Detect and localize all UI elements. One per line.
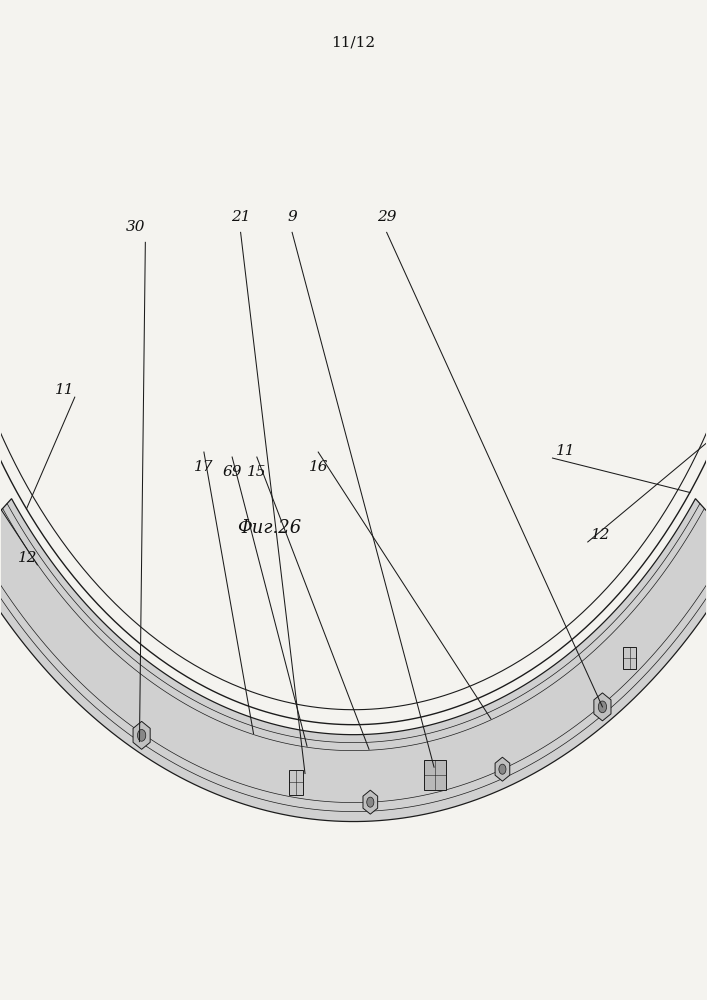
Circle shape — [137, 729, 146, 741]
Text: 9: 9 — [287, 210, 297, 224]
Bar — [623, 647, 636, 669]
Circle shape — [598, 701, 607, 713]
Text: 29: 29 — [377, 210, 397, 224]
Circle shape — [367, 797, 374, 807]
Text: 11: 11 — [55, 383, 75, 397]
Text: 16: 16 — [308, 460, 328, 474]
Text: 15: 15 — [247, 465, 267, 479]
Text: 69: 69 — [223, 465, 242, 479]
Text: 12: 12 — [18, 551, 37, 565]
Polygon shape — [0, 316, 707, 800]
Polygon shape — [0, 499, 707, 822]
Circle shape — [499, 764, 506, 774]
Text: Φиг.26: Φиг.26 — [237, 519, 301, 537]
Text: 12: 12 — [591, 528, 611, 542]
Bar — [289, 770, 303, 795]
Text: 11: 11 — [556, 444, 575, 458]
Bar — [423, 760, 446, 790]
Text: 11/12: 11/12 — [332, 36, 375, 50]
Text: 30: 30 — [126, 220, 146, 234]
Text: 17: 17 — [194, 460, 214, 474]
Text: 21: 21 — [231, 210, 250, 224]
